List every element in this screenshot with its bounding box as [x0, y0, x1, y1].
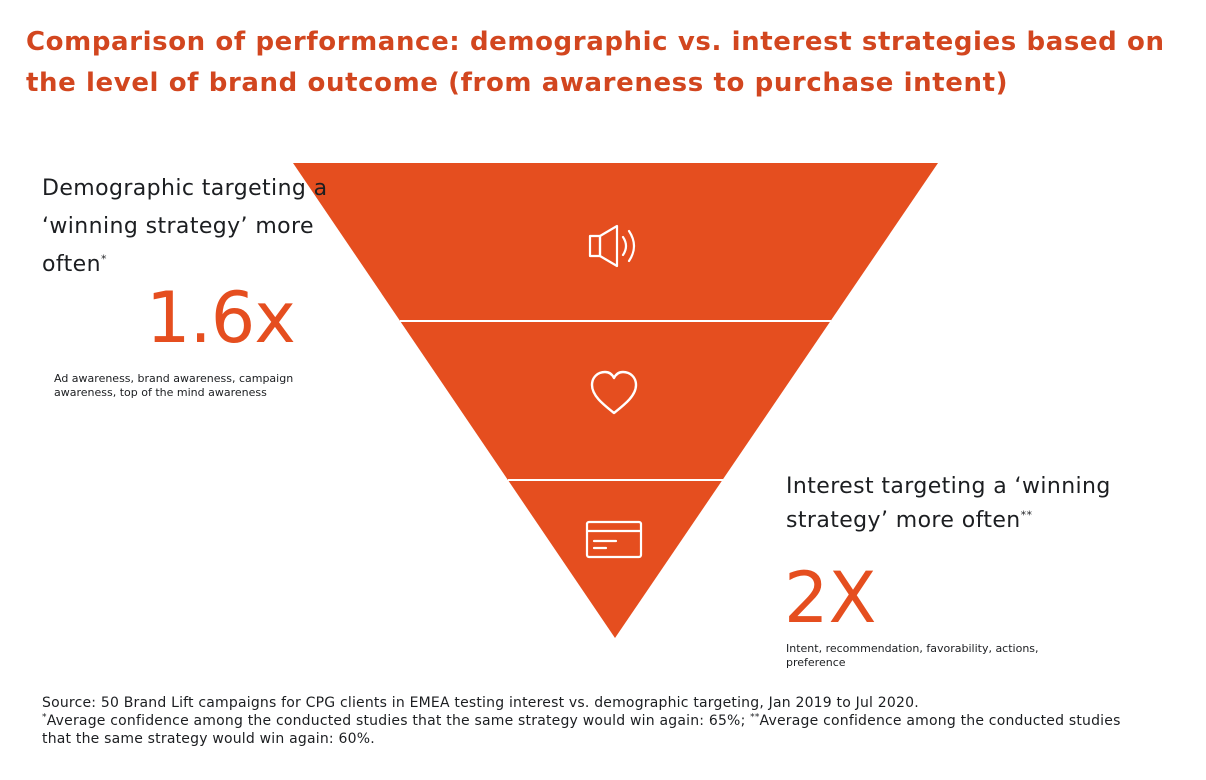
interest-multiplier: 2X [784, 557, 877, 639]
demographic-multiplier: 1.6x [146, 277, 296, 359]
footnote-2: Average confidence among the conducted s… [42, 713, 1121, 747]
demographic-description: Ad awareness, brand awareness, campaign … [54, 372, 294, 399]
speaker-icon [588, 224, 636, 268]
interest-footnote-marker: ** [1020, 508, 1033, 522]
footnotes: Source: 50 Brand Lift campaigns for CPG … [42, 694, 1152, 748]
interest-description: Intent, recommendation, favorability, ac… [786, 642, 1039, 669]
source-note: Source: 50 Brand Lift campaigns for CPG … [42, 695, 919, 711]
demographic-heading-text: Demographic targeting a ‘winning strateg… [42, 176, 328, 277]
confidence-notes: *Average confidence among the conducted … [42, 712, 1152, 748]
footnote-1: Average confidence among the conducted s… [46, 713, 751, 729]
demographic-footnote-marker: * [100, 252, 107, 266]
credit-card-icon [585, 520, 643, 559]
footnote-marker-2: ** [750, 712, 760, 723]
interest-heading: Interest targeting a ‘winning strategy’ … [786, 470, 1146, 538]
funnel-shape [293, 163, 938, 638]
page-title: Comparison of performance: demographic v… [26, 27, 1165, 98]
heart-icon [590, 370, 638, 415]
footnote-marker-1: * [42, 712, 47, 723]
demographic-heading: Demographic targeting a ‘winning strateg… [42, 170, 342, 284]
interest-heading-text: Interest targeting a ‘winning strategy’ … [786, 474, 1111, 533]
